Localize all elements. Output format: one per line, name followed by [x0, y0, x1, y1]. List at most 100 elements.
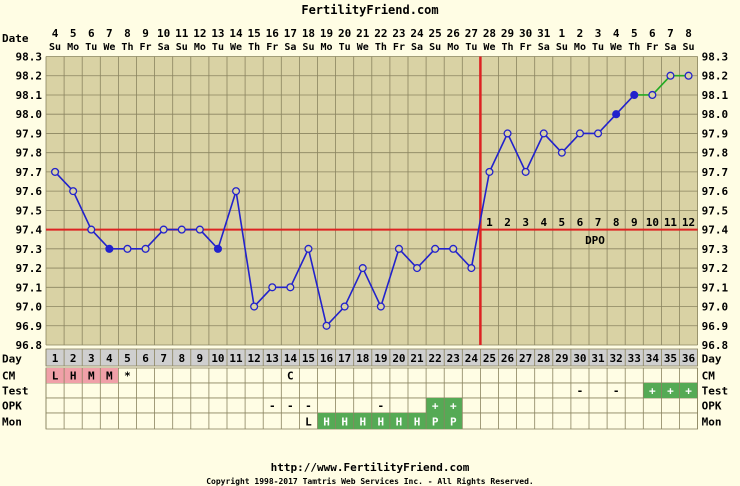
day-number: 36	[682, 352, 696, 365]
date-tick: 1	[559, 27, 566, 40]
opk-value: +	[450, 400, 457, 413]
weekday-tick: Fr	[646, 42, 658, 53]
mon-value: H	[396, 416, 403, 429]
footer-url[interactable]: http://www.FertilityFriend.com	[271, 461, 470, 474]
date-tick: 17	[284, 27, 297, 40]
weekday-tick: Mo	[447, 42, 459, 53]
date-tick: 7	[667, 27, 674, 40]
temp-point	[87, 225, 96, 234]
weekday-tick: We	[230, 42, 242, 53]
date-tick: 13	[211, 27, 224, 40]
row-label-right-test: Test	[702, 385, 729, 398]
test-value: +	[667, 385, 674, 398]
dpo-number: 7	[595, 216, 602, 229]
test-value: +	[649, 385, 656, 398]
weekday-tick: Fr	[266, 42, 278, 53]
date-tick: 31	[537, 27, 551, 40]
day-number: 27	[519, 352, 532, 365]
test-value: -	[577, 385, 584, 398]
date-tick: 27	[465, 27, 478, 40]
y-tick-right: 97.5	[702, 204, 729, 217]
y-tick-left: 97.6	[16, 185, 43, 198]
date-tick: 5	[631, 27, 638, 40]
weekday-tick: Mo	[67, 42, 79, 53]
day-number: 5	[124, 352, 131, 365]
mon-value: H	[359, 416, 366, 429]
date-tick: 6	[88, 27, 95, 40]
row-label-right-cm: CM	[702, 370, 716, 383]
day-number: 14	[284, 352, 298, 365]
mon-value: L	[305, 416, 312, 429]
date-tick: 8	[124, 27, 131, 40]
weekday-tick: Th	[628, 42, 640, 53]
temp-point	[159, 225, 168, 234]
date-tick: 11	[175, 27, 189, 40]
weekday-tick: We	[610, 42, 622, 53]
cell-highlight	[317, 413, 336, 429]
y-tick-right: 98.1	[702, 89, 729, 102]
date-tick: 5	[70, 27, 77, 40]
day-number: 25	[483, 352, 496, 365]
date-tick: 19	[320, 27, 333, 40]
temp-point	[141, 244, 150, 253]
day-number: 29	[555, 352, 568, 365]
y-tick-left: 98.0	[16, 108, 43, 121]
date-tick: 23	[392, 27, 405, 40]
weekday-tick: Mo	[321, 42, 333, 53]
temp-point	[268, 283, 277, 292]
day-number: 10	[211, 352, 224, 365]
temp-point	[358, 264, 367, 273]
temp-point	[286, 283, 295, 292]
y-tick-right: 97.8	[702, 147, 729, 160]
dpo-number: 3	[522, 216, 529, 229]
cm-value: C	[287, 370, 294, 383]
temp-point	[648, 90, 657, 100]
cell-highlight	[661, 383, 680, 398]
y-tick-left: 98.2	[16, 70, 43, 83]
date-tick: 4	[613, 27, 620, 40]
cm-value: H	[70, 370, 77, 383]
row-label-mon: Mon	[2, 416, 22, 429]
cm-value: M	[88, 370, 95, 383]
y-tick-left: 96.8	[16, 339, 43, 352]
date-tick: 10	[157, 27, 170, 40]
dpo-label: DPO	[585, 234, 605, 247]
temp-point	[557, 148, 566, 157]
cell-highlight	[100, 368, 119, 383]
day-number: 20	[392, 352, 405, 365]
mon-value: H	[323, 416, 330, 429]
date-tick: 9	[142, 27, 149, 40]
weekday-tick: We	[483, 42, 495, 53]
day-number: 22	[429, 352, 442, 365]
weekday-tick: Tu	[212, 42, 224, 53]
date-tick: 3	[595, 27, 602, 40]
temp-line-recent	[634, 74, 689, 96]
y-tick-right: 96.8	[702, 339, 729, 352]
day-number: 15	[302, 352, 315, 365]
date-tick: 2	[577, 27, 584, 40]
row-label-opk: OPK	[2, 400, 22, 413]
y-tick-left: 97.4	[16, 224, 43, 237]
date-label: Date	[2, 32, 29, 45]
day-number: 3	[88, 352, 95, 365]
y-tick-left: 97.1	[16, 281, 43, 294]
date-tick: 6	[649, 27, 656, 40]
day-number: 23	[447, 352, 460, 365]
y-tick-left: 97.7	[16, 166, 43, 179]
temp-point	[123, 244, 132, 253]
cell-highlight	[353, 413, 372, 429]
y-tick-right: 97.4	[702, 224, 729, 237]
date-tick: 8	[685, 27, 692, 40]
date-tick: 22	[374, 27, 387, 40]
day-number: 16	[320, 352, 334, 365]
day-number: 28	[537, 352, 550, 365]
dpo-number: 1	[486, 216, 493, 229]
weekday-tick: Tu	[339, 42, 351, 53]
temp-point	[304, 244, 313, 253]
temp-point	[575, 129, 584, 138]
y-tick-right: 97.3	[702, 243, 729, 256]
weekday-tick: Sa	[411, 42, 423, 53]
day-number: 18	[356, 352, 369, 365]
y-tick-left: 97.8	[16, 147, 43, 160]
